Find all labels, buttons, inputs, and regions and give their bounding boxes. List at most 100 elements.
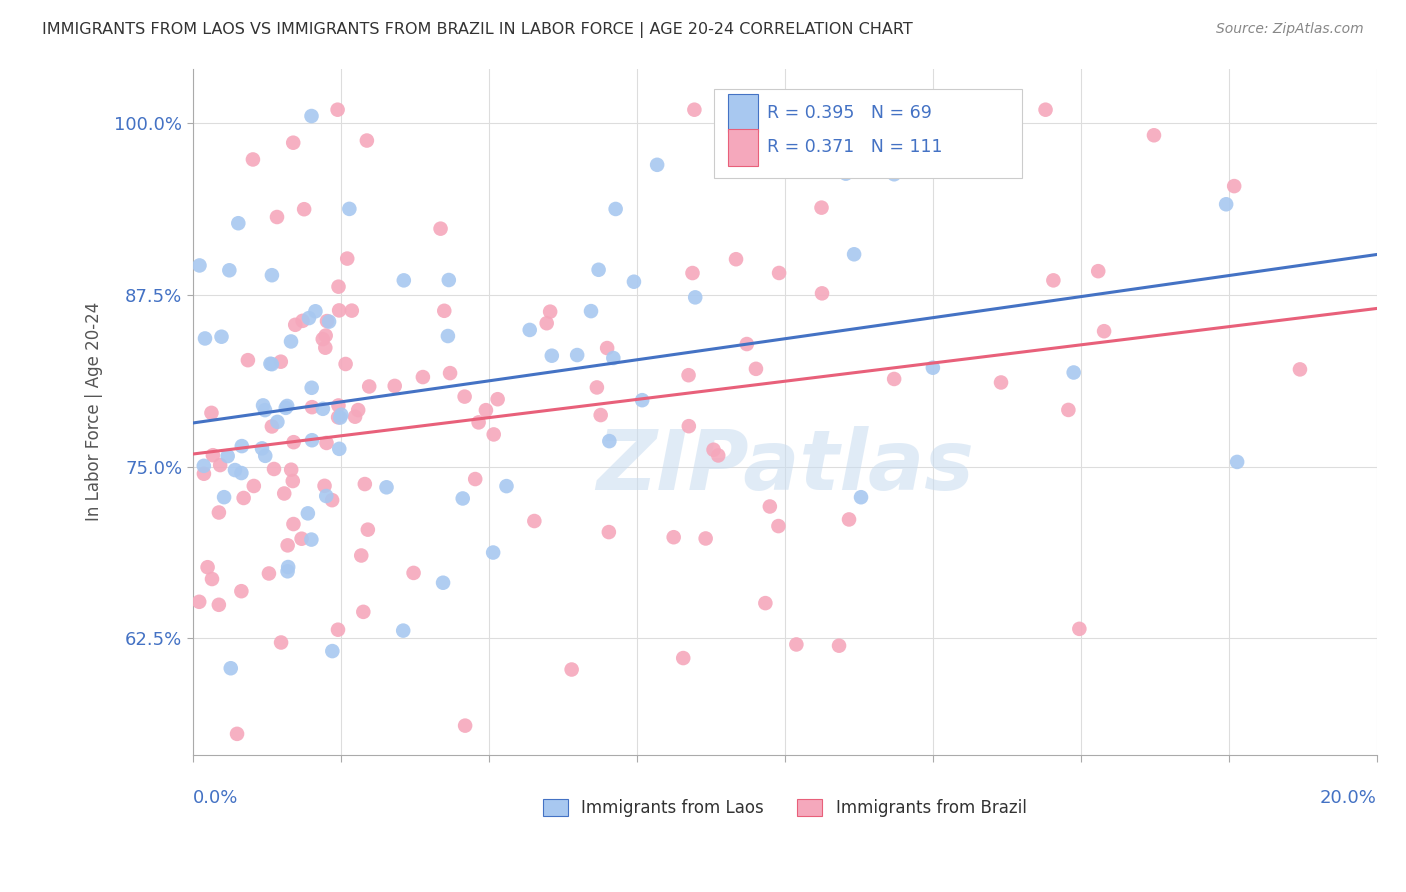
Point <box>519 323 541 337</box>
Point <box>312 332 335 346</box>
Point <box>437 273 460 287</box>
Point <box>291 314 314 328</box>
Point <box>270 354 292 368</box>
Point <box>194 331 217 345</box>
FancyBboxPatch shape <box>714 89 1022 178</box>
Point <box>224 463 246 477</box>
Point <box>454 718 477 732</box>
Point <box>1215 197 1237 211</box>
Point <box>337 202 360 216</box>
Point <box>683 103 706 117</box>
Point <box>356 134 378 148</box>
Y-axis label: In Labor Force | Age 20-24: In Labor Force | Age 20-24 <box>86 302 103 521</box>
Point <box>350 549 373 563</box>
Point <box>273 486 295 500</box>
Point <box>645 158 668 172</box>
Point <box>281 474 304 488</box>
Point <box>283 136 305 150</box>
Point <box>231 439 253 453</box>
Point <box>254 449 277 463</box>
Point <box>284 318 307 332</box>
Point <box>314 479 336 493</box>
Point <box>243 479 266 493</box>
Point <box>1223 179 1246 194</box>
Text: R = 0.371   N = 111: R = 0.371 N = 111 <box>768 138 942 156</box>
Point <box>475 403 498 417</box>
Point <box>486 392 509 407</box>
Point <box>318 315 340 329</box>
Point <box>828 639 851 653</box>
Point <box>495 479 517 493</box>
Point <box>270 635 292 649</box>
Point <box>201 448 224 462</box>
Point <box>299 533 322 547</box>
Point <box>260 419 283 434</box>
Point <box>586 380 609 394</box>
Point <box>316 314 339 328</box>
Point <box>263 462 285 476</box>
Point <box>292 202 315 217</box>
Point <box>596 341 619 355</box>
Point <box>208 506 231 520</box>
Point <box>467 416 489 430</box>
Point <box>326 623 349 637</box>
Point <box>759 500 782 514</box>
Point <box>453 390 475 404</box>
Point <box>217 449 239 463</box>
Point <box>359 379 381 393</box>
Point <box>439 366 461 380</box>
Point <box>538 304 561 318</box>
Point <box>328 303 350 318</box>
Point <box>588 262 610 277</box>
Point <box>835 167 858 181</box>
Point <box>188 595 211 609</box>
Point <box>298 311 321 326</box>
Point <box>702 442 724 457</box>
Point <box>193 467 215 481</box>
Text: 20.0%: 20.0% <box>1320 789 1376 807</box>
Point <box>1069 622 1091 636</box>
Point <box>276 399 298 413</box>
Point <box>231 466 253 480</box>
Point <box>392 624 415 638</box>
Point <box>785 637 807 651</box>
Point <box>297 507 319 521</box>
Point <box>328 442 350 456</box>
Point <box>329 410 352 425</box>
Point <box>567 348 589 362</box>
Point <box>312 401 335 416</box>
Point <box>672 651 695 665</box>
Point <box>392 273 415 287</box>
Point <box>482 545 505 559</box>
Point <box>208 598 231 612</box>
Point <box>266 415 288 429</box>
Point <box>277 564 299 578</box>
Point <box>291 532 314 546</box>
Point <box>1063 366 1085 380</box>
Bar <box>728 95 758 132</box>
Point <box>464 472 486 486</box>
Point <box>623 275 645 289</box>
Point <box>321 644 343 658</box>
Point <box>193 458 215 473</box>
Point <box>754 596 776 610</box>
Point <box>1289 362 1312 376</box>
Point <box>990 376 1012 390</box>
Point <box>250 442 273 456</box>
Point <box>277 538 299 552</box>
Point <box>260 357 283 371</box>
Point <box>277 560 299 574</box>
Point <box>1092 324 1115 338</box>
Point <box>209 458 232 472</box>
Point <box>326 103 349 117</box>
Point <box>1035 103 1057 117</box>
Point <box>1057 403 1080 417</box>
Point <box>236 353 259 368</box>
Point <box>384 379 406 393</box>
Point <box>842 247 865 261</box>
Point <box>197 560 219 574</box>
Point <box>347 403 370 417</box>
Point <box>242 153 264 167</box>
Point <box>315 489 337 503</box>
Point <box>328 399 350 413</box>
